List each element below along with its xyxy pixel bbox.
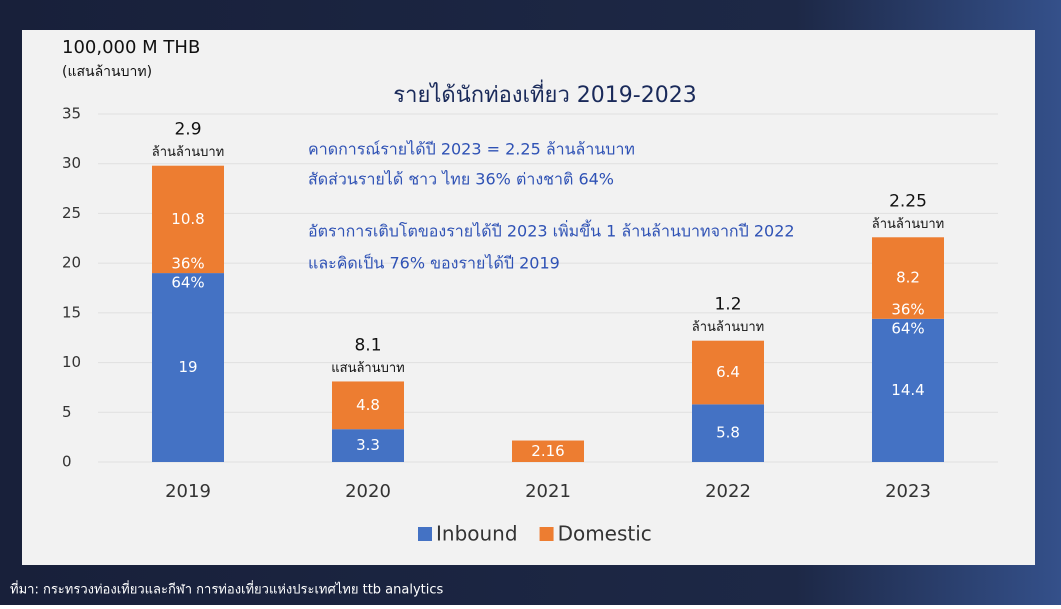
value-label: 2.16 (531, 442, 564, 460)
note: คาดการณ์รายได้ปี 2023 = 2.25 ล้านล้านบาท (308, 140, 635, 159)
total-amount: 2.25 (889, 191, 927, 211)
value-label: 14.4 (891, 381, 924, 399)
total-amount: 1.2 (714, 295, 741, 315)
y-tick-label: 35 (62, 105, 81, 123)
share-label: 36% (891, 300, 924, 318)
chart-title: รายได้นักท่องเที่ยว 2019-2023 (393, 79, 696, 108)
note: อัตราการเติบโตของรายได้ปี 2023 เพิ่มขึ้น… (308, 220, 795, 241)
value-label: 6.4 (716, 363, 740, 381)
total-unit: ล้านล้านบาท (872, 217, 944, 232)
share-label: 64% (891, 319, 924, 337)
y-tick-label: 15 (62, 303, 81, 321)
total-unit: ล้านล้านบาท (692, 320, 764, 335)
y-tick-label: 20 (62, 254, 81, 272)
share-label: 64% (171, 274, 204, 292)
value-label: 5.8 (716, 424, 740, 442)
legend-label: Domestic (558, 522, 652, 546)
y-tick-label: 0 (62, 453, 72, 471)
legend-swatch (418, 527, 432, 541)
bar-segment (332, 381, 404, 430)
bar-segment (152, 273, 224, 462)
value-label: 8.2 (896, 269, 920, 287)
total-unit: ล้านล้านบาท (152, 145, 224, 160)
x-tick-label: 2022 (705, 481, 751, 502)
total-amount: 8.1 (354, 335, 381, 355)
legend-label: Inbound (436, 522, 518, 546)
bar-segment (152, 165, 224, 274)
y-tick-label: 5 (62, 403, 72, 421)
note: สัดส่วนรายได้ ชาว ไทย 36% ต่างชาติ 64% (308, 170, 614, 189)
y-tick-label: 25 (62, 204, 81, 222)
x-tick-label: 2023 (885, 481, 931, 502)
total-unit: แสนล้านบาท (331, 361, 404, 376)
y-axis-label: 100,000 M THB (62, 37, 200, 58)
x-tick-label: 2019 (165, 481, 211, 502)
bar-segment (512, 440, 584, 462)
y-tick-label: 30 (62, 154, 81, 172)
bar-segment (692, 340, 764, 405)
value-label: 3.3 (356, 436, 380, 454)
total-amount: 2.9 (174, 120, 201, 140)
legend-swatch (539, 527, 554, 541)
bar-segment (872, 318, 944, 462)
value-label: 19 (178, 358, 197, 376)
bar-segment (332, 429, 404, 462)
x-tick-label: 2021 (525, 481, 571, 502)
source: ที่มา: กระทรวงท่องเที่ยวและกีฬา การท่องเ… (10, 581, 444, 598)
bar-segment (692, 404, 764, 462)
y-tick-label: 10 (62, 353, 81, 371)
bar-segment (872, 237, 944, 319)
y-axis-sublabel: (แสนล้านบาท) (62, 64, 152, 80)
note: และคิดเป็น 76% ของรายได้ปี 2019 (308, 253, 560, 273)
value-label: 4.8 (356, 396, 380, 414)
value-label: 10.8 (171, 210, 204, 228)
share-label: 36% (171, 255, 204, 273)
x-tick-label: 2020 (345, 481, 391, 502)
